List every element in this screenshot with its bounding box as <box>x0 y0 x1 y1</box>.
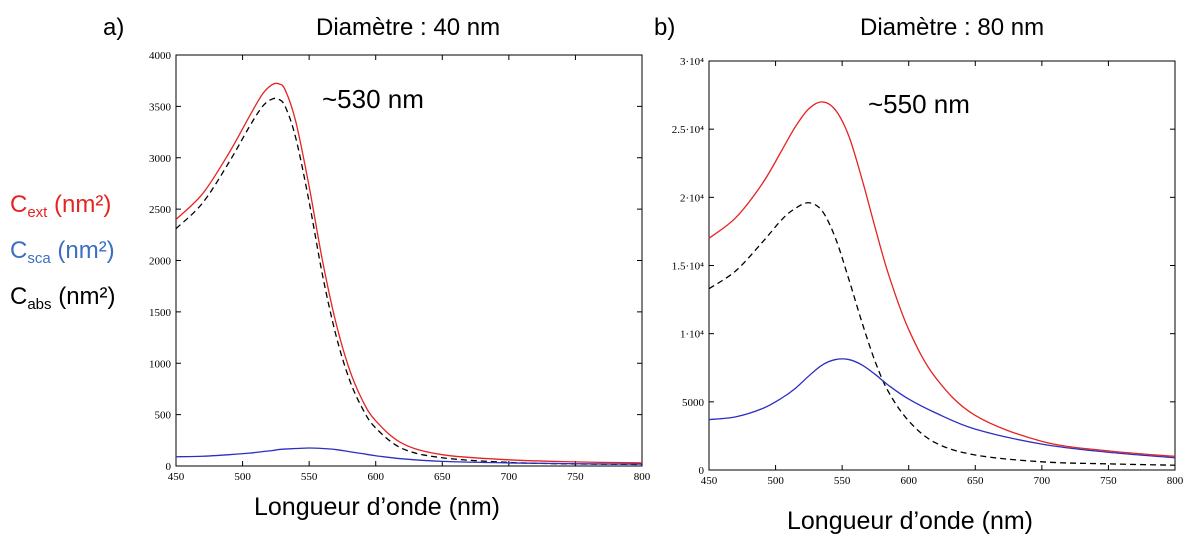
chart-b-x-tick-label: 500 <box>767 475 784 487</box>
chart-b-y-tick-label: 3·10⁴ <box>680 56 704 68</box>
chart-b-series-c-sca <box>708 358 1176 459</box>
panel-a-peak-label: ~530 nm <box>322 84 424 114</box>
chart-b-y-tick-label: 1.5·10⁴ <box>672 261 704 273</box>
chart-b-y-tick-label: 0 <box>699 465 705 477</box>
chart-a-y-tick-label: 500 <box>155 410 172 422</box>
panel-a-xlabel: Longueur d’onde (nm) <box>254 493 500 521</box>
chart-a-y-tick-label: 4000 <box>149 50 172 62</box>
chart-b-y-tick-label: 2.5·10⁴ <box>672 124 704 136</box>
chart-a-x-tick-label: 600 <box>367 471 384 483</box>
panel-b-peak-label: ~550 nm <box>868 89 970 119</box>
chart-b-x-tick-label: 800 <box>1167 475 1184 487</box>
legend-c-ext: Cext (nm²) <box>10 186 116 232</box>
chart-b-x-tick-label: 700 <box>1034 475 1051 487</box>
chart-a-series-c-ext <box>175 82 643 464</box>
legend: Cext (nm²) Csca (nm²) Cabs (nm²) <box>10 186 116 324</box>
chart-a-x-tick-label: 800 <box>634 471 651 483</box>
panel-b-letter: b) <box>654 14 676 41</box>
panel-b-xlabel: Longueur d’onde (nm) <box>787 507 1033 535</box>
legend-c-sca-sub: sca <box>27 250 51 267</box>
panel-b-title: Diamètre : 80 nm <box>860 14 1045 41</box>
chart-a-y-tick-label: 2000 <box>149 256 172 268</box>
chart-a-x-tick-label: 500 <box>234 471 251 483</box>
legend-c-abs: Cabs (nm²) <box>10 278 116 324</box>
chart-b-x-tick-label: 750 <box>1100 475 1117 487</box>
chart-b-x-tick-label: 650 <box>967 475 984 487</box>
chart-b-series-c-abs <box>708 202 1176 466</box>
chart-a-x-tick-label: 550 <box>301 471 318 483</box>
chart-a-y-tick-label: 1000 <box>149 358 172 370</box>
legend-c-sca: Csca (nm²) <box>10 232 116 278</box>
chart-b-x-tick-label: 600 <box>900 475 917 487</box>
legend-c-sca-unit: (nm²) <box>50 237 115 264</box>
legend-c-abs-symbol: C <box>10 283 28 310</box>
chart-b-y-tick-label: 1·10⁴ <box>680 329 704 341</box>
chart-b-series-c-ext <box>708 101 1176 458</box>
panel-a-title: Diamètre : 40 nm <box>316 14 501 41</box>
chart-a-y-tick-label: 3500 <box>149 101 172 113</box>
chart-a-x-tick-label: 450 <box>168 471 185 483</box>
chart-b-plot-frame <box>708 60 1176 471</box>
chart-a-series-c-sca <box>175 447 643 465</box>
chart-a-y-tick-label: 3000 <box>149 153 172 165</box>
chart-a-x-tick-label: 750 <box>567 471 584 483</box>
chart-a-y-tick-label: 1500 <box>149 307 172 319</box>
chart-b-x-tick-label: 450 <box>701 475 718 487</box>
chart-b-y-tick-label: 5000 <box>682 397 705 409</box>
legend-c-ext-symbol: C <box>10 191 28 218</box>
chart-a-y-tick-label: 0 <box>166 461 172 473</box>
chart-a-x-tick-label: 650 <box>434 471 451 483</box>
chart-b-x-tick-label: 550 <box>834 475 851 487</box>
panel-a-letter: a) <box>103 14 125 41</box>
legend-c-sca-symbol: C <box>10 237 28 264</box>
legend-c-ext-unit: (nm²) <box>47 191 112 218</box>
legend-c-ext-sub: ext <box>27 204 48 221</box>
chart-a-y-tick-label: 2500 <box>149 204 172 216</box>
chart-a-x-tick-label: 700 <box>501 471 518 483</box>
chart-a-series-c-abs <box>175 97 643 466</box>
legend-c-abs-unit: (nm²) <box>51 283 116 310</box>
legend-c-abs-sub: abs <box>27 296 52 313</box>
chart-b-y-tick-label: 2·10⁴ <box>680 192 704 204</box>
